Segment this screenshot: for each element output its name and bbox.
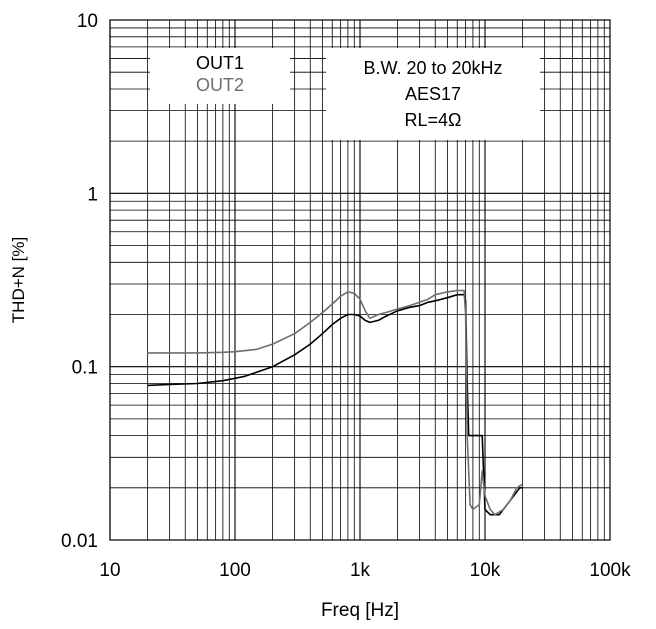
y-tick-label: 10	[77, 11, 98, 32]
y-tick-label: 0.1	[72, 358, 98, 379]
x-tick-label: 1k	[350, 560, 371, 581]
x-tick-label: 10	[99, 560, 120, 581]
series-layer	[147, 289, 524, 516]
legend-entry-out2: OUT2	[196, 75, 244, 95]
x-axis-tick-labels: 10 100 1k 10k 100k	[99, 560, 631, 581]
annotation-line-1: B.W. 20 to 20kHz	[363, 58, 502, 78]
x-tick-label: 100	[219, 560, 251, 581]
plot-frame	[109, 19, 611, 541]
y-tick-label: 1	[87, 184, 98, 205]
annotation-line-3: RL=4Ω	[405, 110, 462, 130]
series-line-out2	[147, 289, 524, 516]
y-axis-label: THD+N [%]	[9, 237, 28, 323]
series-line-out1	[147, 293, 523, 516]
legend-entry-out1: OUT1	[196, 53, 244, 73]
annotation-background	[326, 48, 540, 140]
y-axis-tick-labels: 0.01 0.1 1 10	[61, 11, 98, 552]
minor-grid	[110, 20, 610, 540]
y-tick-label: 0.01	[61, 531, 98, 552]
x-tick-label: 10k	[470, 560, 501, 581]
annotation-box: B.W. 20 to 20kHz AES17 RL=4Ω	[326, 48, 540, 140]
x-tick-label: 100k	[589, 560, 631, 581]
legend-background	[150, 48, 290, 104]
x-axis-label: Freq [Hz]	[321, 600, 399, 621]
annotation-line-2: AES17	[405, 84, 461, 104]
